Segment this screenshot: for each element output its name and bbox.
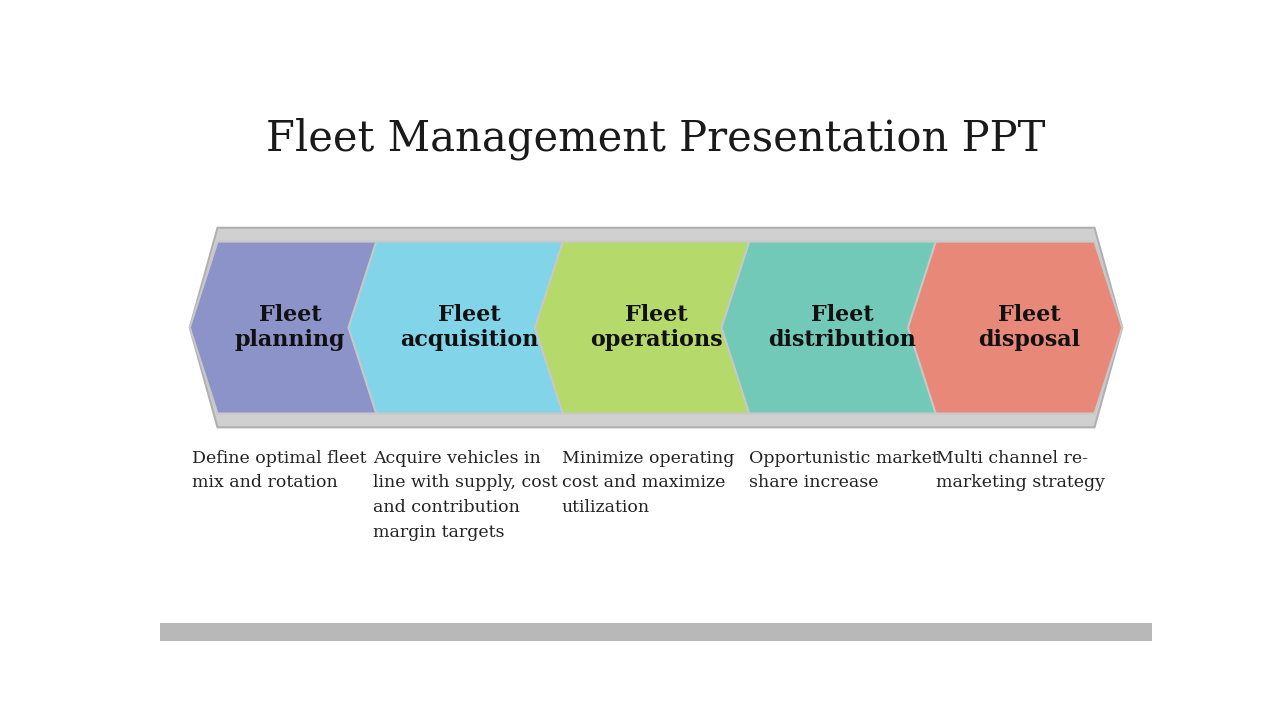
Text: Minimize operating
cost and maximize
utilization: Minimize operating cost and maximize uti… bbox=[562, 449, 735, 516]
Text: Fleet
distribution: Fleet distribution bbox=[768, 304, 916, 351]
Text: Opportunistic market
share increase: Opportunistic market share increase bbox=[749, 449, 940, 491]
Text: Fleet
disposal: Fleet disposal bbox=[978, 304, 1080, 351]
Polygon shape bbox=[348, 242, 590, 413]
Polygon shape bbox=[189, 242, 404, 413]
Text: Multi channel re-
marketing strategy: Multi channel re- marketing strategy bbox=[936, 449, 1105, 491]
Text: Fleet
planning: Fleet planning bbox=[234, 304, 346, 351]
Polygon shape bbox=[908, 242, 1123, 413]
Text: Fleet
operations: Fleet operations bbox=[590, 304, 722, 351]
Polygon shape bbox=[722, 242, 964, 413]
Text: Fleet
acquisition: Fleet acquisition bbox=[401, 304, 539, 351]
Text: Define optimal fleet
mix and rotation: Define optimal fleet mix and rotation bbox=[192, 449, 366, 491]
Text: Acquire vehicles in
line with supply, cost
and contribution
margin targets: Acquire vehicles in line with supply, co… bbox=[374, 449, 558, 541]
Bar bbox=[160, 623, 1152, 641]
Polygon shape bbox=[535, 242, 777, 413]
Polygon shape bbox=[189, 228, 1123, 428]
Text: Fleet Management Presentation PPT: Fleet Management Presentation PPT bbox=[266, 118, 1046, 161]
